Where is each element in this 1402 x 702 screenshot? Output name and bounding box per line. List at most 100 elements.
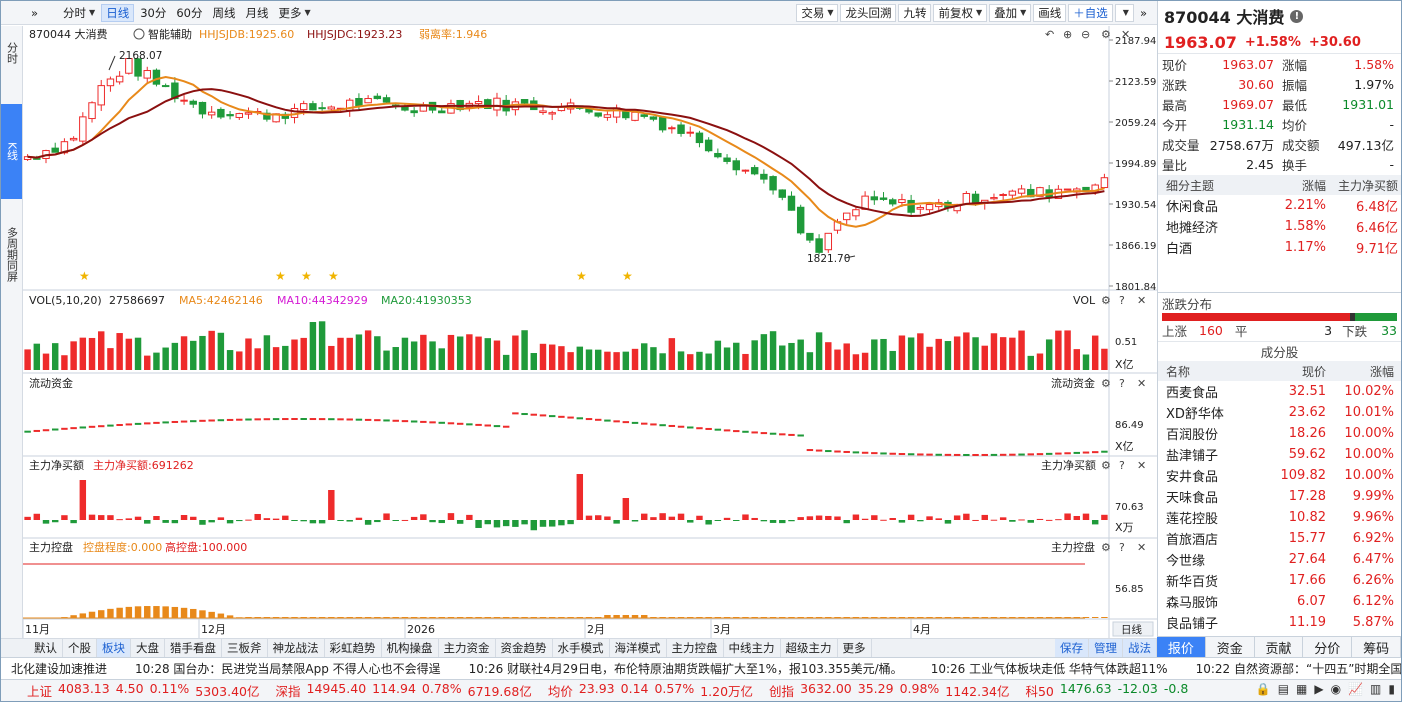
settings-icon[interactable]: ⚙	[1101, 28, 1111, 41]
watchlist-dropdown[interactable]: ▼	[1114, 3, 1134, 22]
overlay-button[interactable]: 叠加 ▼	[989, 3, 1032, 22]
strategy-tab[interactable]: 资金趋势	[496, 639, 553, 657]
index-item[interactable]: 科50 1476.63 -12.03 -0.8	[1025, 681, 1194, 700]
tab-60min[interactable]: 60分	[176, 5, 203, 20]
constituent-row[interactable]: 首旅酒店 15.77 6.92%	[1158, 528, 1401, 549]
tab-intraday[interactable]: 分时 ▼	[63, 5, 96, 20]
strategy-tab[interactable]: 彩虹趋势	[325, 639, 382, 657]
theme-row[interactable]: 休闲食品 2.21% 6.48亿	[1158, 195, 1401, 216]
news-item[interactable]: 10:26 财联社4月29日电，布伦特原油期货跌幅扩大至1%，报103.355美…	[468, 662, 903, 676]
close-icon[interactable]: ✕	[1137, 377, 1146, 390]
nine-turn-button[interactable]: 九转	[898, 3, 932, 22]
news-item[interactable]: 10:28 国台办：民进党当局禁限App 不得人心也不会得逞	[135, 662, 441, 676]
assist-toggle-icon[interactable]	[133, 28, 145, 40]
expand-right-icon[interactable]: »	[1139, 5, 1147, 20]
strategy-tab[interactable]: 水手模式	[553, 639, 610, 657]
close-icon[interactable]: ✕	[1137, 541, 1146, 554]
strategy-tab[interactable]: 更多	[838, 639, 872, 657]
lock-icon[interactable]: 🔒	[1255, 682, 1271, 696]
constituent-row[interactable]: 新华百货 17.66 6.26%	[1158, 570, 1401, 591]
panel-tab[interactable]: 分价	[1303, 637, 1353, 657]
info-icon[interactable]: !	[1290, 9, 1304, 23]
strategy-tab[interactable]: 大盘	[131, 639, 165, 657]
period-button[interactable]	[1112, 621, 1154, 637]
strategy-tab[interactable]: 主力资金	[439, 639, 496, 657]
constituent-row[interactable]: 安井食品 109.82 10.00%	[1158, 465, 1401, 486]
tab-30min[interactable]: 30分	[140, 5, 167, 20]
kline-chart[interactable]: ★ ★ ★ ★ ★ ★ 870044 大消费 智能辅助 HHJSJDB:1925.60 H…	[23, 26, 1157, 638]
add-watchlist-button[interactable]: ＋自选	[1068, 3, 1113, 22]
strategy-tab[interactable]: 板块	[97, 639, 131, 657]
help-icon[interactable]: ?	[1119, 377, 1125, 390]
constituent-row[interactable]: 莲花控股 10.82 9.96%	[1158, 507, 1401, 528]
panel-tab[interactable]: 筹码	[1352, 637, 1401, 657]
help-icon[interactable]: ?	[1119, 459, 1125, 472]
constituent-row[interactable]: 西麦食品 32.51 10.02%	[1158, 381, 1401, 402]
help-icon[interactable]: ?	[1119, 294, 1125, 307]
strategy-tab[interactable]: 猎手看盘	[165, 639, 222, 657]
news-item[interactable]: 10:26 工业气体板块走低 华特气体跌超11%	[930, 662, 1168, 676]
list-icon[interactable]: ▤	[1277, 682, 1290, 696]
bars-icon[interactable]: ▮	[1388, 682, 1395, 696]
help-icon[interactable]: ?	[1119, 541, 1125, 554]
table-icon[interactable]: ▥	[1370, 682, 1382, 696]
expand-left-icon[interactable]: »	[31, 5, 39, 20]
video-icon[interactable]: ▶	[1314, 682, 1324, 696]
constituent-row[interactable]: 今世缘 27.64 6.47%	[1158, 549, 1401, 570]
theme-row[interactable]: 白酒 1.17% 9.71亿	[1158, 237, 1401, 258]
nav-multi-period[interactable]: 多周期同屏	[5, 226, 19, 282]
close-icon[interactable]: ✕	[1121, 28, 1130, 41]
constituent-row[interactable]: 盐津铺子 59.62 10.00%	[1158, 444, 1401, 465]
tab-more[interactable]: 更多 ▼	[278, 5, 311, 20]
nav-intraday[interactable]: 分时	[5, 42, 19, 64]
draw-button[interactable]: 画线	[1033, 3, 1067, 22]
close-icon[interactable]: ✕	[1137, 459, 1146, 472]
broadcast-icon[interactable]: ◉	[1330, 682, 1342, 696]
settings-icon[interactable]: ⚙	[1101, 294, 1111, 307]
leader-review-button[interactable]: 龙头回溯	[840, 3, 897, 22]
settings-icon[interactable]: ⚙	[1101, 541, 1111, 554]
strategy-tab[interactable]: 个股	[63, 639, 97, 657]
panel-tab[interactable]: 贡献	[1254, 637, 1304, 657]
strategy-tab[interactable]: 主力控盘	[667, 639, 724, 657]
action-tab[interactable]: 保存	[1055, 639, 1089, 657]
strategy-tab[interactable]: 中线主力	[724, 639, 781, 657]
add-icon[interactable]: ⊕	[1063, 28, 1072, 41]
strategy-tab[interactable]: 机构操盘	[382, 639, 439, 657]
adjust-button[interactable]: 前复权 ▼	[933, 3, 988, 22]
index-item[interactable]: 上证 4083.13 4.50 0.11% 5303.40亿	[27, 681, 259, 700]
constituent-row[interactable]: XD舒华体 23.62 10.01%	[1158, 402, 1401, 423]
tab-weekly[interactable]: 周线	[212, 5, 236, 20]
strategy-tab[interactable]: 海洋模式	[610, 639, 667, 657]
tab-monthly[interactable]: 月线	[245, 5, 269, 20]
theme-row[interactable]: 地摊经济 1.58% 6.46亿	[1158, 216, 1401, 237]
candle-body	[382, 97, 391, 103]
strategy-tab[interactable]: 神龙战法	[268, 639, 325, 657]
news-item[interactable]: 北化建设加速推进	[11, 662, 108, 676]
settings-icon[interactable]: ⚙	[1101, 459, 1111, 472]
index-item[interactable]: 深指 14945.40 114.94 0.78% 6719.68亿	[275, 681, 531, 700]
panel-tab[interactable]: 报价	[1157, 637, 1206, 657]
tab-daily[interactable]: 日线	[101, 3, 135, 22]
close-icon[interactable]: ✕	[1137, 294, 1146, 307]
constituent-row[interactable]: 良品铺子 11.19 5.87%	[1158, 612, 1401, 633]
settings-icon[interactable]: ⚙	[1101, 377, 1111, 390]
strategy-tab[interactable]: 超级主力	[781, 639, 838, 657]
index-item[interactable]: 均价 23.93 0.14 0.57% 1.20万亿	[548, 681, 753, 700]
chart-icon[interactable]: 📈	[1348, 682, 1364, 696]
strategy-tab[interactable]: 默认	[29, 639, 63, 657]
constituent-row[interactable]: 百润股份 18.26 10.00%	[1158, 423, 1401, 444]
news-item[interactable]: 10:22 自然资源部：“十四五”时期全国累计投入	[1195, 662, 1401, 676]
action-tab[interactable]: 管理	[1089, 639, 1123, 657]
nav-kline[interactable]: K线	[1, 104, 22, 199]
undo-icon[interactable]: ↶	[1045, 28, 1054, 41]
index-item[interactable]: 创指 3632.00 35.29 0.98% 1142.34亿	[769, 681, 1009, 700]
trade-button[interactable]: 交易 ▼	[796, 3, 839, 22]
calendar-icon[interactable]: ▦	[1296, 682, 1308, 696]
strategy-tab[interactable]: 三板斧	[222, 639, 268, 657]
constituent-row[interactable]: 森马服饰 6.07 6.12%	[1158, 591, 1401, 612]
minus-icon[interactable]: ⊖	[1081, 28, 1090, 41]
action-tab[interactable]: 战法	[1123, 639, 1157, 657]
panel-tab[interactable]: 资金	[1205, 637, 1255, 657]
constituent-row[interactable]: 天味食品 17.28 9.99%	[1158, 486, 1401, 507]
